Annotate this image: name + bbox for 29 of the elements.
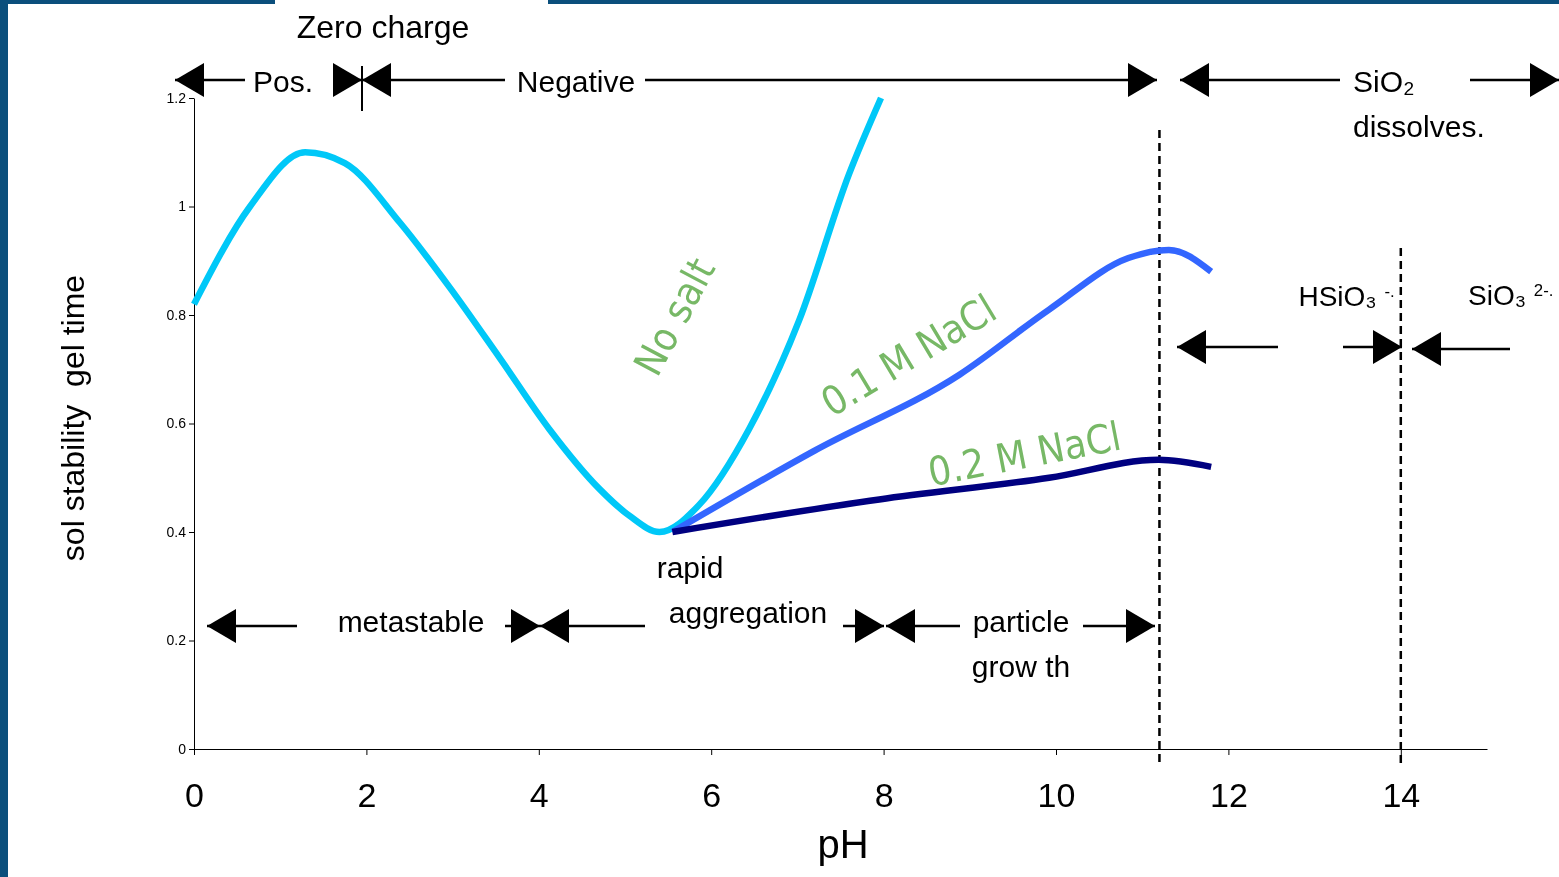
y-tick-label: 1: [178, 198, 187, 215]
annotation: rapid: [656, 551, 724, 584]
x-tick-label: 14: [1382, 776, 1421, 815]
x-tick-label: 6: [702, 776, 722, 815]
x-tick-label: 4: [529, 776, 549, 815]
x-tick-label: 8: [874, 776, 894, 815]
y-tick-label: 0.2: [166, 632, 187, 649]
annotation: dissolves.: [1353, 110, 1485, 143]
annotation: HSiO₃ $^{-.}$: [1298, 280, 1395, 312]
y-tick-label: 0.6: [166, 415, 187, 432]
x-axis-title: pH: [817, 822, 869, 866]
y-tick-label: 1.2: [166, 89, 187, 106]
y-tick-label: 0.8: [166, 306, 187, 323]
annotation: metastable: [337, 605, 485, 638]
annotation: SiO₃ $^{2-.}$: [1468, 280, 1554, 311]
text: No salt: [624, 250, 725, 383]
y-tick-label: 0: [178, 740, 187, 757]
text: Negative: [516, 65, 636, 98]
x-tick-label: 12: [1209, 776, 1248, 815]
y-axis-title: sol stability gel time: [55, 274, 91, 562]
y-tick-label: 0.4: [166, 523, 187, 540]
text: Zero charge: [296, 9, 470, 45]
annotation: grow th: [971, 650, 1071, 683]
annotation: aggregation: [668, 596, 828, 629]
text: SiO₂: [1353, 65, 1415, 98]
annotation: particle: [972, 605, 1070, 638]
x-tick-label: 2: [357, 776, 377, 815]
text: Pos.: [252, 65, 314, 98]
x-tick-label: 10: [1037, 776, 1076, 815]
